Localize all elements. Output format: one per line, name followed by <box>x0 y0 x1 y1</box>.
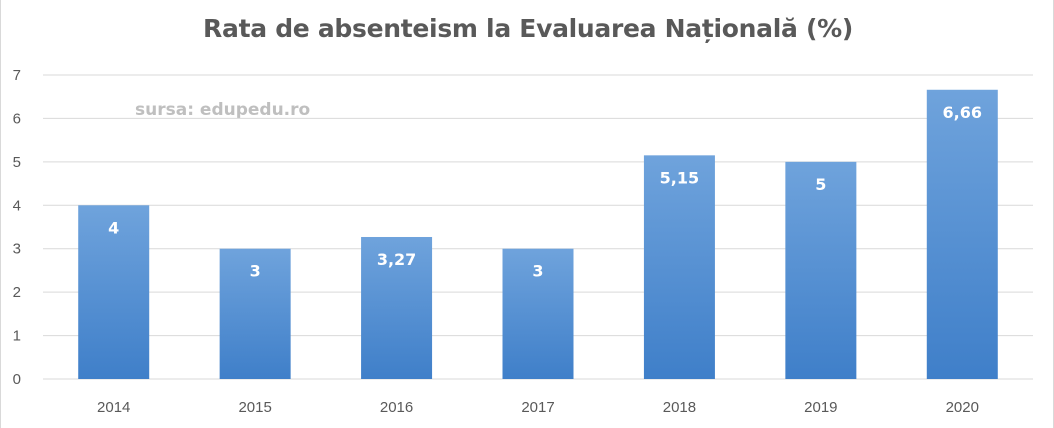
x-axis-ticks: 2014 2015 2016 2017 2018 2019 2020 <box>97 399 979 416</box>
data-label-2018: 5,15 <box>660 168 699 187</box>
bar-2018 <box>643 155 715 379</box>
x-tick-label: 2017 <box>521 399 554 416</box>
x-tick-label: 2020 <box>946 399 979 416</box>
y-tick-label: 7 <box>13 67 21 84</box>
data-label-2017: 3 <box>532 262 543 281</box>
y-tick-label: 4 <box>13 197 21 214</box>
data-labels: 4 3 3,27 3 5,15 5 6,66 <box>108 103 982 281</box>
y-axis-ticks: 0 1 2 3 4 5 6 7 <box>13 67 21 388</box>
bar-2015 <box>219 248 291 379</box>
bar-2019 <box>785 161 857 379</box>
bar-2017 <box>502 248 574 379</box>
y-tick-label: 2 <box>13 284 21 301</box>
chart-title: Rata de absenteism la Evaluarea Național… <box>203 14 853 43</box>
bars <box>78 89 998 379</box>
y-tick-label: 1 <box>13 328 21 345</box>
data-label-2019: 5 <box>815 175 826 194</box>
data-label-2014: 4 <box>108 218 119 237</box>
bar-2020 <box>926 89 998 379</box>
x-tick-label: 2018 <box>663 399 696 416</box>
bar-2016 <box>361 236 433 379</box>
data-label-2015: 3 <box>250 262 261 281</box>
y-tick-label: 0 <box>13 371 21 388</box>
data-label-2020: 6,66 <box>943 103 982 122</box>
x-tick-label: 2019 <box>804 399 837 416</box>
source-annotation: sursa: edupedu.ro <box>135 100 311 120</box>
y-tick-label: 6 <box>13 110 21 127</box>
bar-2014 <box>78 205 150 379</box>
y-tick-label: 5 <box>13 154 21 171</box>
x-tick-label: 2015 <box>238 399 271 416</box>
data-label-2016: 3,27 <box>377 250 416 269</box>
x-tick-label: 2016 <box>380 399 413 416</box>
x-tick-label: 2014 <box>97 399 130 416</box>
y-tick-label: 3 <box>13 241 21 258</box>
